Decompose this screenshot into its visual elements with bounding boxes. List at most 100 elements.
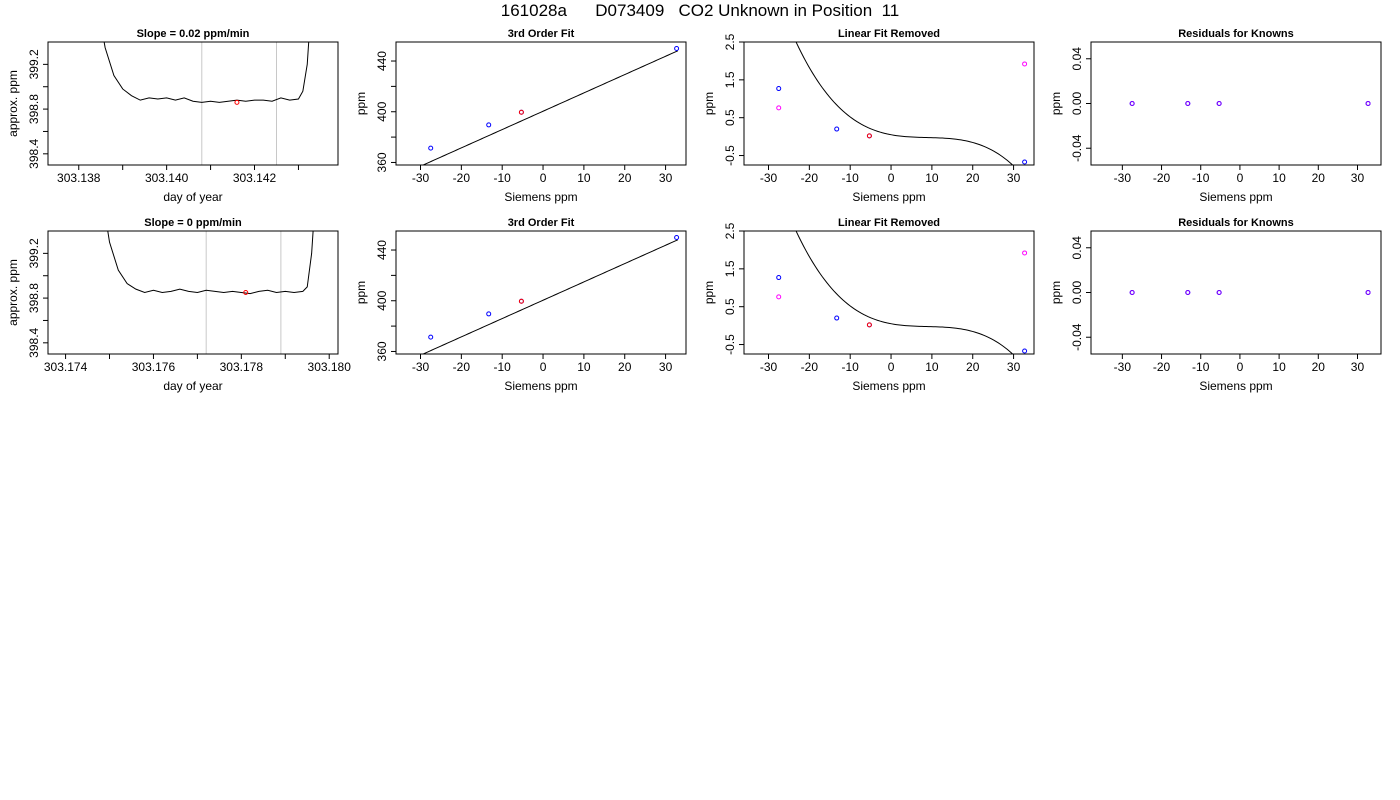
chart-panel-row1-linear-removed: Linear Fit Removed Siemens ppm ppm -30 -20 -1… xyxy=(702,28,1035,204)
chart-panel-row2-linear-removed: Linear Fit Removed Siemens ppm ppm -30 -20 -1… xyxy=(702,217,1035,393)
chart-panel-row2-drift: Slope = 0 ppm/min day of year approx. ppm 3… xyxy=(6,217,352,393)
chart-title: Slope = 0.02 ppm/min xyxy=(137,28,250,40)
y-axis-label: ppm xyxy=(702,281,716,304)
data-point xyxy=(1022,348,1028,354)
y-tick-label: 398.8 xyxy=(27,283,41,313)
x-tick-label: 20 xyxy=(966,171,980,185)
page-title: 161028a D073409 CO2 Unknown in Position … xyxy=(500,1,900,20)
chart-title: Linear Fit Removed xyxy=(838,28,940,40)
data-point xyxy=(518,298,524,304)
y-tick-label: 360 xyxy=(375,341,389,361)
x-tick-label: 0 xyxy=(540,171,547,185)
data-point xyxy=(428,334,434,340)
data-point xyxy=(776,86,782,92)
y-tick-label: 2.5 xyxy=(723,222,737,239)
y-tick-label: 399.2 xyxy=(27,49,41,79)
plot-frame xyxy=(395,230,687,355)
x-tick-label: 303.138 xyxy=(57,171,101,185)
plot-frame xyxy=(1090,230,1382,355)
chart-title: Residuals for Knowns xyxy=(1178,217,1294,229)
y-axis-label: ppm xyxy=(1049,281,1063,304)
data-point xyxy=(243,290,249,295)
y-axis-label: approx. ppm xyxy=(6,259,20,326)
x-tick-label: 0 xyxy=(888,360,895,374)
data-point xyxy=(1365,101,1371,106)
chart-title: 3rd Order Fit xyxy=(508,217,575,229)
x-tick-label: -10 xyxy=(842,171,860,185)
x-tick-label: 30 xyxy=(1007,171,1021,185)
chart-title: Slope = 0 ppm/min xyxy=(144,217,242,229)
x-axis-label: Siemens ppm xyxy=(1199,190,1272,204)
x-tick-label: 0 xyxy=(888,171,895,185)
y-axis-label: ppm xyxy=(702,92,716,115)
x-tick-label: 10 xyxy=(925,171,939,185)
y-tick-label: 0.5 xyxy=(723,298,737,315)
x-tick-label: -20 xyxy=(1153,171,1171,185)
x-tick-label: 303.180 xyxy=(308,360,352,374)
y-tick-label: 399.2 xyxy=(27,238,41,268)
x-axis-label: Siemens ppm xyxy=(504,379,577,393)
y-tick-label: 0.04 xyxy=(1070,47,1084,71)
data-point xyxy=(1216,101,1222,106)
x-tick-label: 303.140 xyxy=(145,171,189,185)
x-tick-label: 30 xyxy=(1351,360,1365,374)
y-axis-label: approx. ppm xyxy=(6,70,20,137)
x-tick-label: 303.142 xyxy=(233,171,277,185)
x-tick-label: -30 xyxy=(1114,360,1132,374)
x-tick-label: 0 xyxy=(1237,171,1244,185)
x-axis-label: Siemens ppm xyxy=(852,190,925,204)
series-line xyxy=(103,42,310,103)
plot-area xyxy=(421,45,680,165)
y-axis-label: ppm xyxy=(354,92,368,115)
chart-title: 3rd Order Fit xyxy=(508,28,575,40)
data-point xyxy=(486,122,492,128)
plot-area xyxy=(1129,290,1371,295)
x-tick-label: -20 xyxy=(801,171,819,185)
x-tick-label: 20 xyxy=(618,171,632,185)
x-tick-label: 30 xyxy=(1351,171,1365,185)
data-point xyxy=(674,45,680,51)
y-tick-label: 398.8 xyxy=(27,94,41,124)
x-tick-label: 0 xyxy=(1237,360,1244,374)
plot-frame xyxy=(47,230,339,355)
data-point xyxy=(1216,290,1222,295)
fit-curve xyxy=(795,42,1014,165)
data-point xyxy=(1185,101,1191,106)
x-tick-label: 20 xyxy=(966,360,980,374)
y-axis-label: ppm xyxy=(354,281,368,304)
data-point xyxy=(866,322,872,328)
y-tick-label: 400 xyxy=(375,101,389,121)
x-tick-label: -20 xyxy=(453,360,471,374)
data-point xyxy=(1022,61,1028,67)
x-tick-label: 20 xyxy=(618,360,632,374)
y-tick-label: 360 xyxy=(375,152,389,172)
plot-frame xyxy=(395,41,687,166)
chart-panel-row1-drift: Slope = 0.02 ppm/min day of year approx. p… xyxy=(6,28,339,204)
data-point xyxy=(234,99,240,105)
data-point xyxy=(834,315,840,321)
x-tick-label: 20 xyxy=(1312,171,1326,185)
x-tick-label: -30 xyxy=(1114,171,1132,185)
x-axis-label: Siemens ppm xyxy=(1199,379,1272,393)
x-tick-label: 10 xyxy=(1272,171,1286,185)
y-tick-label: 0.04 xyxy=(1070,236,1084,260)
data-point xyxy=(1185,290,1191,295)
plot-frame xyxy=(743,41,1035,166)
plot-area xyxy=(103,42,310,165)
x-tick-label: -30 xyxy=(760,171,778,185)
x-tick-label: 10 xyxy=(1272,360,1286,374)
plot-area xyxy=(1129,101,1371,106)
x-tick-label: 10 xyxy=(925,360,939,374)
x-tick-label: -10 xyxy=(842,360,860,374)
data-point xyxy=(518,109,524,115)
data-point xyxy=(1022,250,1028,256)
x-axis-label: day of year xyxy=(163,379,222,393)
plot-area xyxy=(107,231,314,354)
fit-curve xyxy=(421,239,679,354)
data-point xyxy=(866,133,872,139)
y-tick-label: 400 xyxy=(375,290,389,310)
y-tick-label: 2.5 xyxy=(723,33,737,50)
chart-title: Residuals for Knowns xyxy=(1178,28,1294,40)
plot-area xyxy=(776,42,1028,165)
